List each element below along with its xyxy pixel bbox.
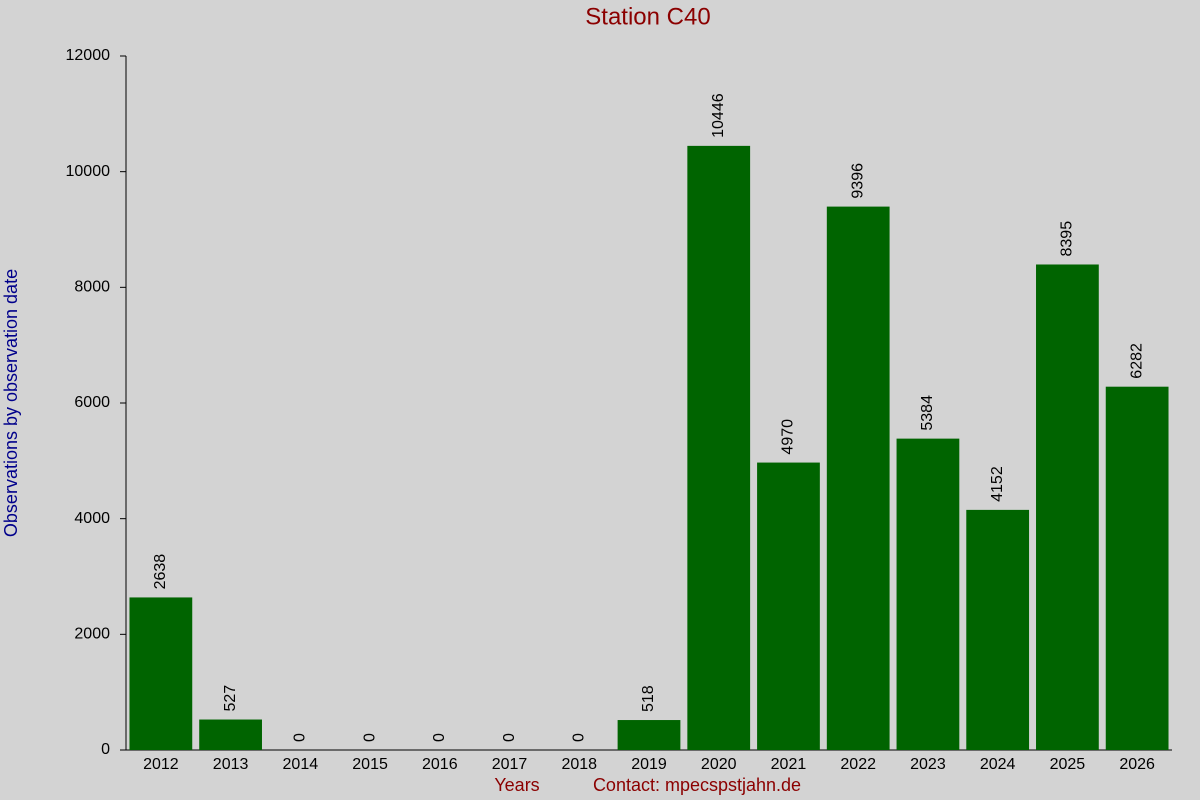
bar: [1105, 386, 1169, 750]
y-tick-label: 4000: [74, 510, 110, 527]
value-label: 6282: [1128, 343, 1145, 379]
x-tick-label: 2024: [980, 756, 1016, 773]
x-tick-label: 2022: [840, 756, 876, 773]
x-tick-label: 2014: [283, 756, 319, 773]
value-label: 527: [222, 685, 239, 712]
y-tick-label: 12000: [66, 47, 111, 64]
bar: [129, 597, 193, 750]
y-tick-label: 0: [101, 741, 110, 758]
x-tick-label: 2018: [561, 756, 597, 773]
value-label: 4970: [780, 419, 797, 455]
y-tick-label: 10000: [66, 163, 111, 180]
y-tick-label: 6000: [74, 394, 110, 411]
value-label: 8395: [1059, 221, 1076, 257]
value-label: 9396: [849, 163, 866, 199]
bar: [826, 206, 890, 750]
value-label: 0: [501, 733, 518, 742]
chart-title: Station C40: [585, 3, 710, 30]
x-tick-label: 2013: [213, 756, 249, 773]
value-label: 0: [570, 733, 587, 742]
value-label: 4152: [989, 466, 1006, 502]
x-tick-label: 2019: [631, 756, 667, 773]
value-label: 0: [361, 733, 378, 742]
bar: [757, 462, 820, 750]
bar: [896, 438, 960, 750]
y-axis-label: Observations by observation date: [1, 269, 21, 537]
y-tick-label: 2000: [74, 626, 110, 643]
x-tick-label: 2017: [492, 756, 528, 773]
y-tick-label: 8000: [74, 279, 110, 296]
x-axis-label: Years: [494, 775, 539, 795]
x-tick-label: 2020: [701, 756, 737, 773]
contact: Contact: mpecspstjahn.de: [593, 775, 801, 795]
value-label: 0: [431, 733, 448, 742]
value-label: 518: [640, 685, 657, 712]
x-tick-label: 2023: [910, 756, 946, 773]
bar: [617, 720, 681, 750]
x-tick-label: 2015: [352, 756, 388, 773]
bar: [687, 145, 751, 751]
bar: [199, 719, 262, 750]
x-tick-label: 2012: [143, 756, 179, 773]
bar: [1036, 264, 1099, 750]
value-label: 0: [292, 733, 309, 742]
value-label: 10446: [710, 93, 727, 138]
value-label: 5384: [919, 395, 936, 431]
x-tick-label: 2016: [422, 756, 458, 773]
value-label: 2638: [152, 554, 169, 590]
x-tick-label: 2026: [1119, 756, 1155, 773]
x-tick-label: 2021: [771, 756, 807, 773]
x-tick-label: 2025: [1050, 756, 1086, 773]
bar: [966, 509, 1030, 750]
